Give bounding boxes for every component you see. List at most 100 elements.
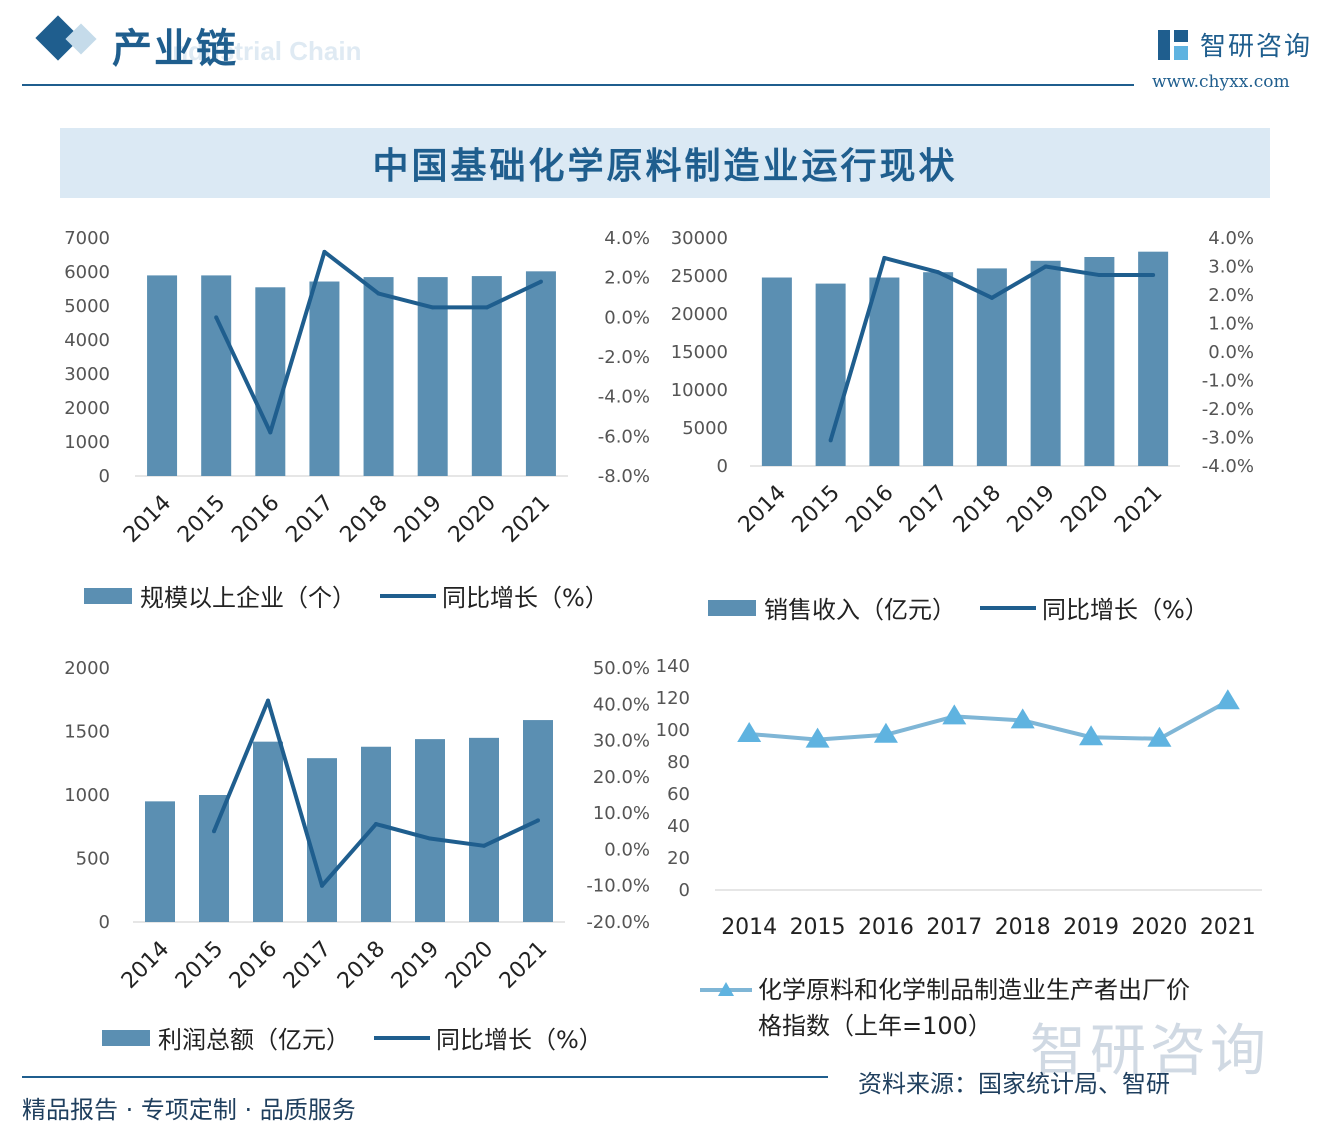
legend-line-swatch (380, 593, 436, 598)
growth-point-2015 (212, 829, 216, 834)
left-tick-label: 1000 (64, 785, 110, 806)
banner-title: 中国基础化学原料制造业运行现状 (372, 145, 958, 187)
bar-2021 (1138, 251, 1169, 466)
chart-sales-revenue: 30000 25000 20000 15000 10000 5000 0 4.0% 3.0% 2.… (671, 228, 1254, 538)
x-tick-label: 2017 (279, 937, 336, 994)
bar-2018 (976, 268, 1007, 466)
bar-2018 (363, 277, 394, 476)
bar-2019 (415, 739, 445, 922)
x-tick-label: 2016 (227, 491, 284, 548)
x-tick-label: 2015 (173, 491, 230, 548)
x-tick-label: 2017 (895, 481, 952, 538)
price-index-point-2019 (1079, 725, 1104, 746)
right-tick-label: -2.0% (1202, 399, 1254, 420)
legend-chart3: 利润总额（亿元） 同比增长（%） (102, 1020, 603, 1055)
x-tick-label: 2014 (117, 937, 174, 994)
left-tick-label: 10000 (671, 380, 728, 401)
growth-point-2019 (1043, 264, 1048, 269)
growth-point-2017 (320, 883, 324, 888)
legend-bar-label: 销售收入（亿元） (764, 596, 956, 624)
right-tick-label: 50.0% (593, 658, 650, 679)
bar-2016 (869, 277, 900, 466)
legend-line-label: 同比增长（%） (442, 584, 609, 612)
bar-2020 (469, 737, 499, 922)
left-tick-label: 1500 (64, 722, 110, 743)
price-index-point-2015 (805, 727, 830, 748)
bar-2017 (309, 281, 340, 476)
growth-point-2016 (266, 698, 270, 703)
legend-chart1: 规模以上企业（个） 同比增长（%） (84, 578, 609, 613)
bar-2017 (923, 272, 954, 466)
growth-point-2021 (536, 818, 540, 823)
x-tick-label: 2018 (949, 481, 1006, 538)
bar-2016 (253, 741, 283, 922)
price-index-point-2014 (737, 722, 762, 742)
left-tick-label: 0 (717, 456, 728, 477)
left-tick-label: 6000 (64, 262, 110, 283)
growth-point-2017 (936, 270, 941, 275)
right-tick-label: 20.0% (593, 767, 650, 788)
x-tick-label: 2020 (1131, 915, 1187, 940)
right-tick-label: -2.0% (598, 347, 650, 368)
left-tick-label: 15000 (671, 342, 728, 363)
x-tick-label: 2021 (498, 491, 555, 548)
legend-bar-swatch (84, 587, 132, 604)
legend-line-swatch (374, 1035, 430, 1040)
chart-price-index: 140 120 100 80 60 40 20 0 2014 2015 2016 2017 2018 20… (656, 656, 1262, 940)
right-tick-label: 1.0% (1208, 314, 1254, 335)
right-tick-label: -6.0% (598, 426, 650, 447)
section-title: 产业链 (112, 25, 238, 72)
logo-url: www.chyxx.com (1152, 72, 1290, 92)
left-tick-label: 60 (667, 784, 690, 805)
x-tick-label: 2015 (788, 481, 845, 538)
x-tick-label: 2017 (281, 491, 338, 548)
right-tick-label: 30.0% (593, 731, 650, 752)
chart-enterprises: 7000 6000 5000 4000 3000 2000 1000 0 4.0% 2.0% 0.0… (64, 228, 650, 548)
x-tick-label: 2014 (734, 481, 791, 538)
footer-slogan: 精品报告 · 专项定制 · 品质服务 (22, 1096, 356, 1124)
right-tick-label: -3.0% (1202, 428, 1254, 449)
bar-2019 (1030, 260, 1061, 466)
growth-point-2020 (482, 843, 486, 848)
legend-bar-swatch (708, 599, 756, 616)
growth-point-2021 (1151, 273, 1156, 278)
growth-point-2017 (322, 249, 327, 254)
price-index-point-2017 (942, 704, 967, 725)
right-tick-label: 0.0% (1208, 342, 1254, 363)
left-tick-label: 2000 (64, 398, 110, 419)
legend-bar-swatch (102, 1029, 150, 1046)
legend-line-swatch (980, 605, 1036, 610)
left-tick-label: 1000 (64, 432, 110, 453)
right-tick-label: -1.0% (1202, 371, 1254, 392)
right-tick-label: 0.0% (604, 307, 650, 328)
price-index-point-2018 (1010, 708, 1035, 729)
right-tick-label: 40.0% (593, 694, 650, 715)
left-tick-label: 30000 (671, 228, 728, 249)
price-index-line (749, 699, 1229, 742)
growth-point-2020 (484, 305, 489, 310)
left-tick-label: 5000 (682, 418, 728, 439)
left-tick-label: 140 (656, 656, 690, 677)
legend-triangle-line-swatch (700, 982, 752, 996)
x-tick-label: 2017 (926, 915, 982, 940)
growth-point-2021 (538, 279, 543, 284)
bar-2014 (145, 801, 175, 922)
x-tick-label: 2019 (1003, 481, 1060, 538)
left-tick-label: 5000 (64, 296, 110, 317)
legend-bar-label: 规模以上企业（个） (140, 584, 356, 612)
legend-line-label: 同比增长（%） (436, 1026, 603, 1054)
left-tick-label: 40 (667, 816, 690, 837)
x-tick-label: 2019 (390, 491, 447, 548)
x-tick-label: 2020 (441, 937, 498, 994)
bar-2015 (201, 275, 232, 476)
x-tick-label: 2018 (336, 491, 393, 548)
x-tick-label: 2018 (995, 915, 1051, 940)
title-banner: 中国基础化学原料制造业运行现状 (60, 128, 1270, 198)
price-index-point-2021 (1215, 689, 1240, 710)
bar-2017 (307, 758, 337, 922)
right-tick-label: 2.0% (604, 268, 650, 289)
right-tick-label: -4.0% (1202, 456, 1254, 477)
left-tick-label: 0 (99, 912, 110, 933)
left-tick-label: 120 (656, 688, 690, 709)
logo-icon (1158, 30, 1188, 60)
